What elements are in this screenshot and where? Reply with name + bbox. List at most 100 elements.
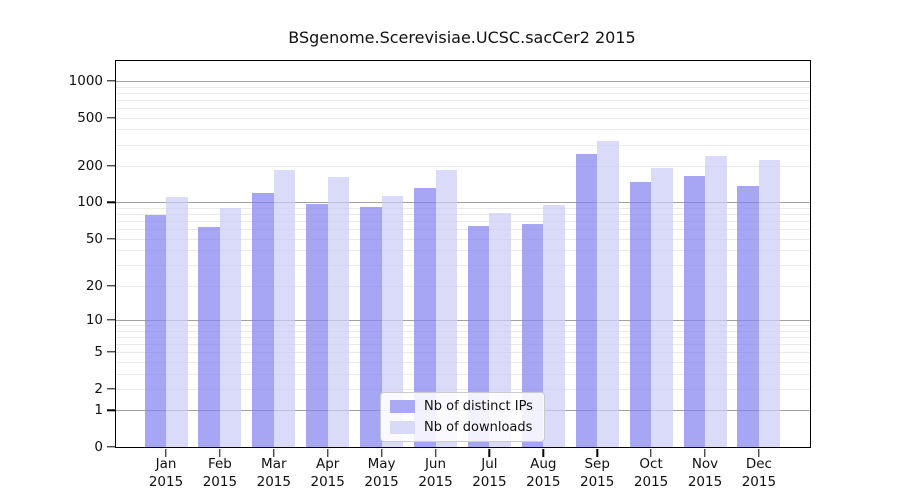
x-tick-mark [650,448,652,457]
y-gridline-minor [116,117,810,119]
bar-distinct-ips-mar [252,192,274,447]
y-gridline-minor [116,352,810,354]
x-tick-mark [596,448,598,457]
legend-label-distinct-ips: Nb of distinct IPs [424,399,533,414]
y-tick-mark [107,409,115,411]
bar-downloads-nov [705,155,727,447]
y-gridline-minor [116,250,810,252]
y-gridline-minor [116,361,810,363]
y-gridline-minor [116,86,810,88]
y-tick-label: 10 [85,311,103,328]
y-gridline-minor [116,229,810,231]
y-tick-label: 200 [77,158,103,174]
y-gridline-minor [116,285,810,287]
y-tick-mark [107,201,115,204]
y-gridline-minor [116,221,810,223]
y-gridline-minor [116,208,810,209]
bar-distinct-ips-nov [683,175,705,447]
x-tick-label-oct: Oct 2015 [633,456,669,490]
grid-layer [116,61,810,447]
bar-distinct-ips-jul [467,225,490,447]
y-tick-label: 500 [77,109,103,126]
y-gridline-minor [116,343,810,345]
bar-distinct-ips-feb [198,227,220,447]
x-tick-label-aug: Aug 2015 [526,456,561,490]
bar-distinct-ips-oct [629,181,652,447]
x-tick-mark [704,448,706,457]
bar-downloads-oct [651,168,673,447]
x-tick-label-may: May 2015 [364,456,399,490]
x-tick-mark [758,448,760,457]
y-tick-mark [107,388,115,390]
x-tick-label-nov: Nov 2015 [687,456,723,490]
x-tick-mark [542,448,544,457]
y-tick-label: 1 [94,402,103,419]
bar-downloads-feb [219,208,242,447]
bar-downloads-apr [327,177,350,447]
y-gridline-minor [116,373,810,375]
bar-distinct-ips-may [360,206,382,447]
y-gridline-minor [116,238,810,240]
y-tick-label: 5 [94,344,103,361]
x-tick-label-jun: Jun 2015 [418,456,453,490]
y-gridline-minor [116,330,810,332]
x-tick-label-mar: Mar 2015 [256,456,291,490]
y-gridline-minor [116,99,810,101]
x-tick-mark [488,448,491,457]
y-tick-mark [107,351,115,353]
x-tick-mark [434,448,437,457]
y-tick-mark [107,80,115,82]
bar-distinct-ips-apr [306,204,328,447]
tick-layer: 1000 500 200 100 50 20 10 5 2 1 0 Jan 2015 Feb 2015 M… [69,61,810,490]
bar-downloads-jul [489,212,511,447]
y-gridline-minor [116,166,810,167]
y-gridline-minor [116,92,810,94]
y-tick-mark [107,319,115,321]
x-tick-mark [273,448,275,457]
y-gridline-minor [116,214,810,216]
y-gridline-major [116,319,810,321]
y-tick-label: 100 [77,194,103,211]
plot-area: 1000 500 200 100 50 20 10 5 2 1 0 Jan 2015 Feb 2015 M… [69,60,811,490]
bar-downloads-dec [758,160,781,447]
x-tick-label-jan: Jan 2015 [148,456,184,490]
y-gridline-minor [116,144,810,146]
y-tick-mark [107,237,115,240]
y-gridline-major [116,80,810,82]
y-gridline-minor [116,336,810,338]
y-tick-mark [107,165,115,167]
bar-downloads-may [381,195,404,447]
x-tick-label-apr: Apr 2015 [310,456,345,490]
legend-item-downloads: Nb of downloads [390,420,533,435]
bar-distinct-ips-dec [737,185,759,447]
y-gridline-minor [116,265,810,266]
y-tick-mark [107,116,115,119]
y-gridline-minor [116,325,810,326]
x-tick-mark [326,448,329,457]
y-tick-mark [107,446,115,448]
y-gridline-minor [116,129,810,131]
bar-distinct-ips-jun [414,187,436,447]
x-tick-label-sep: Sep 2015 [580,456,615,490]
x-tick-label-jul: Jul 2015 [472,456,507,490]
y-tick-label: 1000 [68,72,103,89]
bar-distinct-ips-jan [144,214,166,447]
bar-downloads-aug [543,205,565,447]
y-tick-label: 20 [85,277,103,294]
x-tick-label-feb: Feb 2015 [202,456,238,490]
legend-swatch-distinct-ips [390,400,415,413]
y-gridline-major [116,202,810,204]
y-tick-label: 50 [85,230,103,247]
bar-distinct-ips-aug [521,224,544,447]
legend-item-distinct-ips: Nb of distinct IPs [390,399,533,414]
x-tick-mark [219,448,221,457]
bar-downloads-jun [435,169,457,447]
y-tick-label: 2 [94,380,103,397]
legend-swatch-downloads [390,421,415,434]
bar-downloads-jan [166,196,188,447]
x-tick-label-dec: Dec 2015 [741,456,777,490]
bar-layer [116,61,810,447]
y-gridline-minor [116,388,810,390]
bar-distinct-ips-sep [575,153,598,447]
